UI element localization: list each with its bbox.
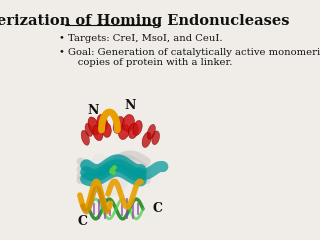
Ellipse shape <box>111 151 136 188</box>
Ellipse shape <box>85 123 93 137</box>
Ellipse shape <box>123 114 134 132</box>
Ellipse shape <box>152 131 159 145</box>
Text: N: N <box>88 104 99 117</box>
Ellipse shape <box>133 120 142 135</box>
Text: • Targets: CreI, MsoI, and CeuI.: • Targets: CreI, MsoI, and CeuI. <box>59 34 222 43</box>
Ellipse shape <box>97 167 128 196</box>
Ellipse shape <box>147 124 156 139</box>
Text: N: N <box>125 99 136 112</box>
Text: • Goal: Generation of catalytically active monomeric HEs by connecting two
     : • Goal: Generation of catalytically acti… <box>59 48 320 67</box>
Ellipse shape <box>128 123 138 138</box>
Ellipse shape <box>142 132 151 147</box>
Ellipse shape <box>113 117 124 133</box>
Ellipse shape <box>90 153 113 192</box>
Ellipse shape <box>88 117 99 135</box>
Text: C: C <box>77 215 87 228</box>
Ellipse shape <box>97 114 108 132</box>
Text: Monomerization of Homing Endonucleases: Monomerization of Homing Endonucleases <box>0 14 290 28</box>
Text: C: C <box>152 203 163 216</box>
Ellipse shape <box>118 124 129 139</box>
Ellipse shape <box>81 130 89 145</box>
Ellipse shape <box>102 122 111 137</box>
Ellipse shape <box>93 125 103 141</box>
